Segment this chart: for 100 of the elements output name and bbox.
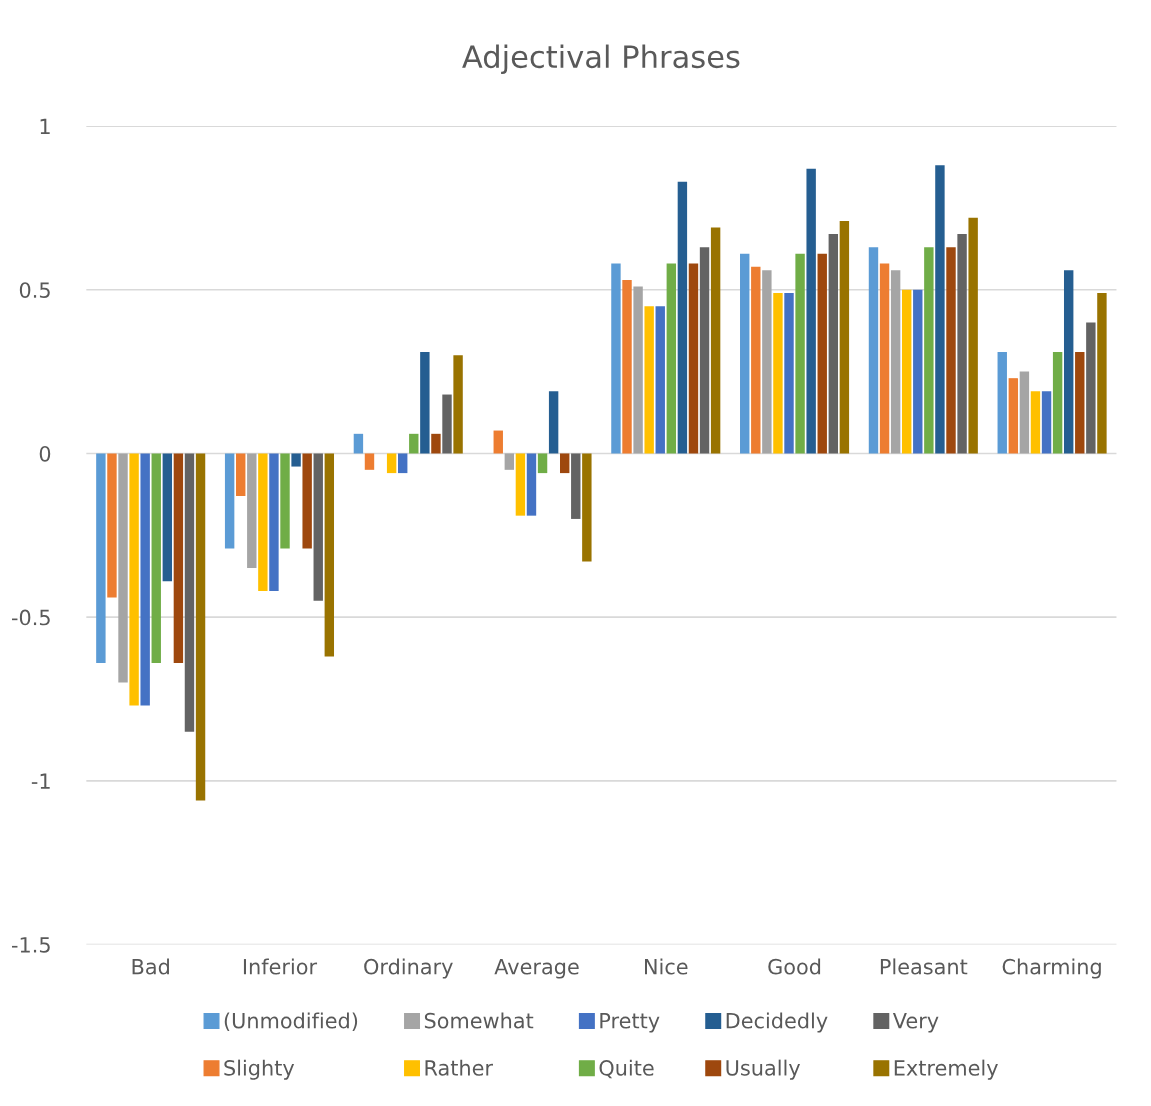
bar [151, 453, 161, 663]
bar [677, 181, 688, 454]
bar [236, 453, 246, 497]
bar [420, 351, 430, 454]
legend-label: Very [892, 1013, 939, 1033]
bar [324, 453, 335, 657]
bar [224, 453, 235, 549]
bar [968, 217, 978, 454]
bar [795, 253, 805, 454]
bar [751, 266, 761, 454]
bar [453, 355, 463, 454]
bar [291, 453, 301, 467]
bar [1041, 391, 1052, 454]
bar [504, 453, 515, 470]
bar [302, 453, 312, 549]
bar [1052, 351, 1063, 454]
x-tick-label: Charming [1002, 958, 1101, 979]
legend-label: Somewhat [424, 1012, 534, 1029]
bar [655, 306, 665, 454]
bar [162, 453, 173, 582]
y-tick-label: 0 [39, 445, 51, 462]
x-tick-label: Pleasant [880, 958, 968, 975]
bar [96, 453, 106, 663]
x-tick-label: Nice [645, 958, 688, 975]
bar [868, 247, 879, 454]
bar [269, 453, 279, 591]
bar [666, 263, 677, 454]
legend-label: Decidedly [726, 1012, 828, 1033]
legend-label: Slighty [224, 1059, 295, 1080]
y-tick-label: 1 [40, 118, 50, 134]
bar [773, 293, 783, 454]
y-tick-label: 0.5 [19, 282, 50, 298]
x-tick-label: Bad [132, 958, 169, 975]
bar [913, 289, 923, 454]
bar [622, 279, 632, 454]
bar [409, 433, 419, 454]
y-tick-label: -0.5 [11, 609, 50, 626]
bar [1063, 270, 1074, 454]
bar [398, 453, 408, 474]
bar [258, 453, 268, 591]
bar [633, 286, 643, 454]
bar [1030, 391, 1041, 454]
bar [313, 453, 323, 601]
bar [247, 453, 257, 569]
bar [957, 234, 967, 454]
bar [935, 165, 945, 454]
bar [386, 453, 397, 474]
bar [548, 391, 559, 454]
bar [140, 453, 150, 706]
legend-label: Pretty [600, 1013, 660, 1033]
bar [493, 430, 503, 454]
bar [699, 247, 710, 454]
bar [173, 453, 184, 663]
y-tick-label: -1 [31, 773, 50, 789]
bar [817, 253, 827, 454]
bar [997, 351, 1007, 454]
x-tick-label: Inferior [243, 958, 318, 975]
bar [1086, 322, 1096, 454]
legend-label: (Unmodified) [224, 1012, 358, 1031]
chart-title: Adjectival Phrases [462, 44, 740, 75]
bar [902, 289, 912, 454]
bar [1019, 371, 1030, 454]
bar [129, 453, 139, 706]
bar [762, 270, 772, 454]
bar [1075, 351, 1085, 454]
bar [1097, 293, 1107, 454]
bar [442, 394, 452, 454]
x-tick-label: Good [768, 958, 821, 975]
bar [571, 453, 581, 519]
bar [644, 306, 654, 454]
bar [364, 453, 375, 470]
bar [107, 453, 117, 598]
bar [559, 453, 570, 474]
legend-label: Rather [425, 1059, 494, 1076]
bar [784, 293, 794, 454]
bar [806, 168, 816, 454]
bar [526, 453, 537, 516]
bar [195, 453, 206, 801]
legend-label: Extremely [894, 1059, 998, 1080]
bar [611, 263, 621, 454]
bar [710, 227, 721, 454]
x-tick-label: Ordinary [364, 958, 453, 979]
bar [582, 453, 592, 562]
x-tick-label: Average [494, 959, 579, 979]
legend-label: Usually [726, 1059, 801, 1080]
bar [537, 453, 548, 474]
bar [740, 253, 750, 454]
bar [946, 247, 956, 454]
bar [1008, 378, 1019, 454]
bar [839, 221, 850, 454]
bar [828, 234, 839, 454]
bar [184, 453, 195, 732]
bar [924, 247, 934, 454]
bar [515, 453, 526, 516]
bar [879, 263, 890, 454]
y-tick-label: -1.5 [11, 937, 50, 953]
bar [688, 263, 699, 454]
bar [353, 433, 364, 454]
bar [280, 453, 290, 549]
legend-label: Quite [599, 1059, 654, 1079]
